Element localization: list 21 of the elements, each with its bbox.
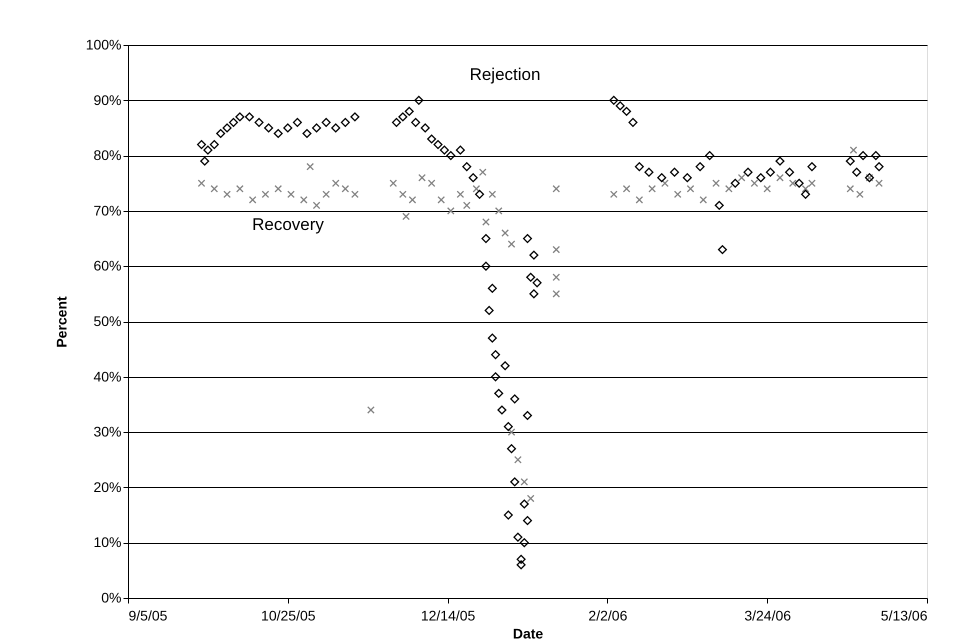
y-tick-label: 30% xyxy=(93,424,122,440)
x-tick-label: 10/25/05 xyxy=(261,608,316,624)
x-axis-title: Date xyxy=(512,626,544,640)
y-tick-label: 100% xyxy=(86,36,122,52)
x-tick-label: 3/24/06 xyxy=(744,608,792,624)
y-tick-label: 50% xyxy=(93,313,122,329)
x-tick-label: 5/13/06 xyxy=(880,608,928,624)
y-tick-label: 90% xyxy=(93,92,122,108)
y-tick-label: 0% xyxy=(101,590,122,606)
x-tick-label: 9/5/05 xyxy=(128,608,168,624)
x-tick-label: 12/14/05 xyxy=(420,608,476,624)
y-tick-label: 10% xyxy=(93,534,122,550)
y-tick-label: 60% xyxy=(93,258,122,274)
y-tick-label: 80% xyxy=(93,147,122,164)
y-axis-title: Percent xyxy=(54,296,70,348)
x-tick-label: 2/2/06 xyxy=(588,608,628,624)
text: Rejection xyxy=(470,65,540,84)
y-tick-label: 20% xyxy=(93,478,122,495)
series-label: Recovery xyxy=(252,215,324,234)
y-tick-label: 70% xyxy=(93,202,122,218)
y-tick-label: 40% xyxy=(93,368,122,384)
